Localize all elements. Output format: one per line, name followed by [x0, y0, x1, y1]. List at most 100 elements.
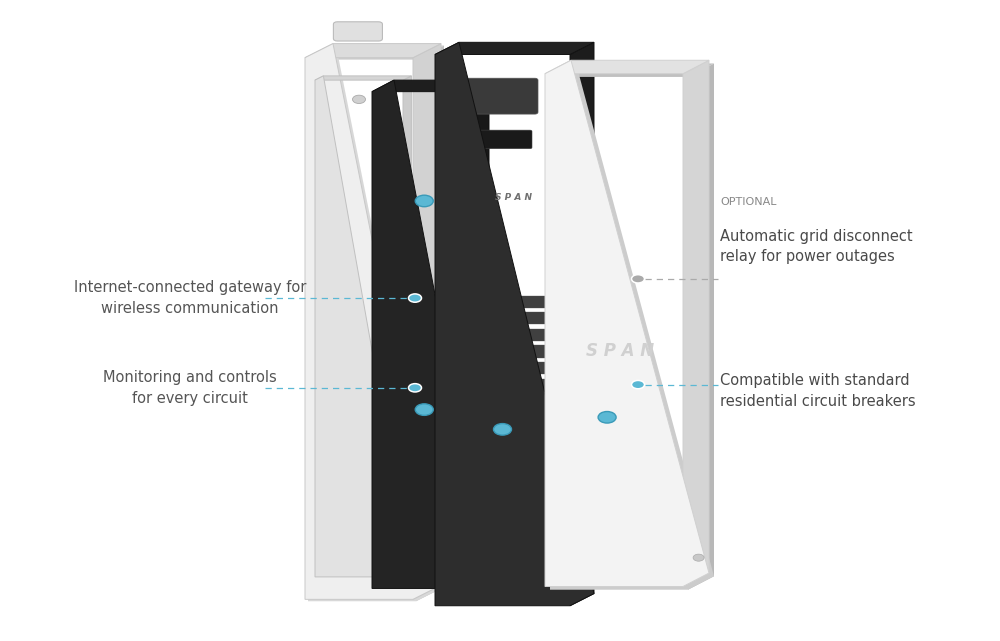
Polygon shape: [308, 46, 444, 60]
Polygon shape: [413, 44, 441, 599]
FancyBboxPatch shape: [453, 429, 498, 441]
FancyBboxPatch shape: [427, 312, 443, 346]
FancyBboxPatch shape: [384, 310, 402, 322]
Polygon shape: [372, 80, 489, 92]
FancyBboxPatch shape: [384, 202, 402, 215]
FancyBboxPatch shape: [384, 166, 402, 179]
FancyBboxPatch shape: [453, 462, 498, 474]
Polygon shape: [570, 42, 594, 606]
Polygon shape: [372, 80, 489, 588]
FancyBboxPatch shape: [384, 381, 402, 394]
FancyBboxPatch shape: [507, 362, 552, 374]
FancyBboxPatch shape: [384, 489, 402, 501]
FancyBboxPatch shape: [507, 445, 552, 458]
FancyBboxPatch shape: [384, 238, 402, 251]
Polygon shape: [308, 46, 444, 601]
FancyBboxPatch shape: [453, 545, 498, 558]
Circle shape: [352, 95, 366, 104]
FancyBboxPatch shape: [453, 362, 498, 374]
Polygon shape: [683, 60, 709, 587]
FancyBboxPatch shape: [384, 506, 402, 519]
FancyBboxPatch shape: [507, 412, 552, 424]
Circle shape: [446, 558, 460, 567]
FancyBboxPatch shape: [453, 529, 498, 541]
FancyBboxPatch shape: [384, 220, 402, 233]
FancyBboxPatch shape: [384, 417, 402, 429]
FancyBboxPatch shape: [453, 296, 498, 308]
FancyBboxPatch shape: [507, 545, 552, 558]
FancyBboxPatch shape: [453, 412, 498, 424]
FancyBboxPatch shape: [384, 274, 402, 287]
FancyBboxPatch shape: [384, 328, 402, 340]
Polygon shape: [553, 112, 567, 548]
FancyBboxPatch shape: [453, 329, 498, 341]
FancyBboxPatch shape: [507, 462, 552, 474]
Polygon shape: [467, 80, 489, 588]
Text: Compatible with standard
residential circuit breakers: Compatible with standard residential cir…: [720, 373, 916, 409]
FancyBboxPatch shape: [384, 292, 402, 304]
Polygon shape: [305, 44, 441, 599]
FancyBboxPatch shape: [384, 524, 402, 537]
FancyBboxPatch shape: [384, 435, 402, 447]
FancyBboxPatch shape: [384, 148, 402, 161]
Circle shape: [598, 412, 616, 423]
Polygon shape: [435, 42, 594, 54]
Text: Automatic grid disconnect
relay for power outages: Automatic grid disconnect relay for powe…: [720, 229, 913, 265]
FancyBboxPatch shape: [453, 512, 498, 524]
FancyBboxPatch shape: [384, 363, 402, 376]
Text: Internet-connected gateway for
wireless communication: Internet-connected gateway for wireless …: [74, 280, 306, 316]
FancyBboxPatch shape: [384, 184, 402, 197]
Circle shape: [409, 383, 422, 392]
FancyBboxPatch shape: [507, 395, 552, 408]
FancyBboxPatch shape: [507, 429, 552, 441]
FancyBboxPatch shape: [453, 495, 498, 508]
Text: S P A N: S P A N: [495, 194, 532, 203]
Circle shape: [415, 195, 433, 206]
Circle shape: [446, 113, 460, 122]
Polygon shape: [688, 63, 714, 590]
Circle shape: [446, 336, 460, 345]
FancyBboxPatch shape: [453, 395, 498, 408]
FancyBboxPatch shape: [453, 445, 498, 458]
FancyBboxPatch shape: [453, 312, 498, 324]
Circle shape: [632, 380, 644, 388]
FancyBboxPatch shape: [507, 379, 552, 391]
FancyBboxPatch shape: [384, 471, 402, 483]
FancyBboxPatch shape: [507, 495, 552, 508]
FancyBboxPatch shape: [507, 296, 552, 308]
Circle shape: [493, 424, 511, 435]
FancyBboxPatch shape: [462, 78, 538, 114]
Text: S P A N: S P A N: [586, 342, 654, 360]
FancyBboxPatch shape: [507, 512, 552, 524]
FancyBboxPatch shape: [453, 479, 498, 491]
FancyBboxPatch shape: [507, 345, 552, 358]
Polygon shape: [550, 63, 714, 590]
Polygon shape: [545, 60, 709, 587]
Polygon shape: [545, 60, 709, 74]
FancyBboxPatch shape: [384, 399, 402, 412]
Polygon shape: [403, 76, 411, 577]
FancyBboxPatch shape: [384, 256, 402, 269]
FancyBboxPatch shape: [384, 345, 402, 358]
FancyBboxPatch shape: [453, 345, 498, 358]
FancyBboxPatch shape: [473, 130, 532, 149]
FancyBboxPatch shape: [507, 479, 552, 491]
Polygon shape: [435, 42, 594, 606]
FancyBboxPatch shape: [507, 329, 552, 341]
FancyBboxPatch shape: [507, 312, 552, 324]
Circle shape: [693, 554, 704, 562]
Text: Monitoring and controls
for every circuit: Monitoring and controls for every circui…: [103, 370, 277, 406]
Polygon shape: [416, 46, 444, 601]
Polygon shape: [315, 76, 411, 577]
Text: OPTIONAL: OPTIONAL: [720, 197, 776, 207]
Polygon shape: [550, 63, 714, 77]
FancyBboxPatch shape: [453, 379, 498, 391]
Polygon shape: [315, 76, 411, 80]
Polygon shape: [305, 44, 441, 58]
FancyBboxPatch shape: [507, 529, 552, 541]
Circle shape: [409, 294, 422, 302]
Circle shape: [415, 404, 433, 415]
Circle shape: [632, 274, 644, 283]
Circle shape: [352, 550, 366, 558]
FancyBboxPatch shape: [384, 453, 402, 465]
